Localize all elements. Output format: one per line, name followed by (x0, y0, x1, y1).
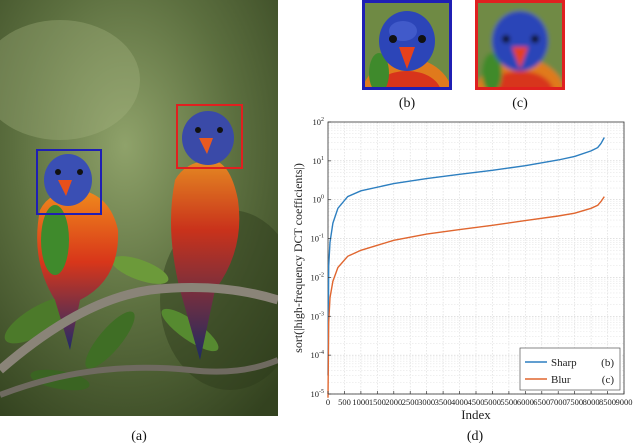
legend-tag: (b) (601, 357, 614, 369)
x-tick-label: 4500 (468, 397, 485, 407)
y-tick-label: 102 (313, 117, 325, 127)
panel-label-a: (a) (131, 429, 147, 444)
y-tick-label: 10-4 (311, 350, 325, 360)
x-axis-label: Index (461, 407, 491, 422)
dct-chart-svg: 0 500 1000 1500 2000 2500 3000 3500 4000 4500 5000… (291, 117, 633, 422)
x-tick-label: 4000 (451, 397, 468, 407)
series-line-blur (327, 196, 605, 398)
parrot-photo (0, 0, 278, 416)
x-tick-label: 1500 (369, 397, 386, 407)
panel-label-c: (c) (512, 96, 528, 111)
y-axis-label: sort(|high-frequency DCT coefficients|) (291, 163, 305, 353)
chart-series (327, 137, 605, 398)
y-tick-label: 101 (313, 156, 325, 166)
x-tick-label: 5000 (484, 397, 501, 407)
x-tick-label: 6000 (517, 397, 534, 407)
x-tick-label: 5500 (500, 397, 517, 407)
legend-tag: (c) (602, 374, 615, 386)
x-tick-label: 2000 (385, 397, 402, 407)
panel-label-b: (b) (398, 96, 416, 111)
y-tick-label: 10-1 (311, 234, 325, 244)
x-tick-label: 7500 (566, 397, 583, 407)
x-tick-label: 8000 (583, 397, 600, 407)
legend-box (519, 347, 621, 391)
parrot-crop-blur (475, 0, 565, 90)
x-tick-label: 0 (326, 397, 330, 407)
y-tick-label: 10-3 (311, 311, 325, 321)
legend-label: Sharp (551, 357, 577, 369)
x-tick-label: 6500 (533, 397, 550, 407)
x-tick-label: 3500 (435, 397, 452, 407)
series-line-sharp (327, 137, 605, 376)
x-tick-label: 8500 (599, 397, 616, 407)
x-tick-label: 500 (338, 397, 351, 407)
chart-legend: Sharp (b) Blur (c) (519, 347, 621, 391)
dct-coefficient-chart: 0 500 1000 1500 2000 2500 3000 3500 4000 4500 5000… (290, 110, 640, 430)
y-tick-label: 10-2 (311, 272, 325, 282)
x-tick-label: 1000 (352, 397, 369, 407)
chart-ticks: 0 500 1000 1500 2000 2500 3000 3500 4000 4500 5000… (311, 117, 633, 407)
x-tick-label: 2500 (402, 397, 419, 407)
parrot-crop-sharp (362, 0, 452, 90)
y-tick-label: 100 (313, 195, 325, 205)
x-tick-label: 9000 (616, 397, 633, 407)
x-tick-label: 7000 (550, 397, 567, 407)
x-tick-label: 3000 (418, 397, 435, 407)
panel-label-d: (d) (466, 429, 484, 444)
legend-label: Blur (551, 374, 571, 386)
y-tick-label: 10-5 (311, 389, 325, 399)
chart-grid (327, 122, 625, 395)
